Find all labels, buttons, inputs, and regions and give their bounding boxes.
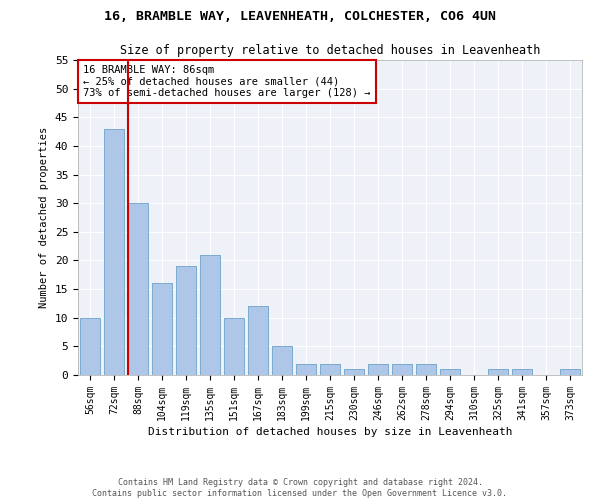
Bar [128, 203, 148, 375]
Bar [560, 370, 580, 375]
Text: 16, BRAMBLE WAY, LEAVENHEATH, COLCHESTER, CO6 4UN: 16, BRAMBLE WAY, LEAVENHEATH, COLCHESTER… [104, 10, 496, 23]
Bar [440, 370, 460, 375]
Bar [296, 364, 316, 375]
Bar [176, 266, 196, 375]
Bar [488, 370, 508, 375]
Bar [224, 318, 244, 375]
Bar [368, 364, 388, 375]
X-axis label: Distribution of detached houses by size in Leavenheath: Distribution of detached houses by size … [148, 427, 512, 437]
Bar [200, 254, 220, 375]
Text: 16 BRAMBLE WAY: 86sqm
← 25% of detached houses are smaller (44)
73% of semi-deta: 16 BRAMBLE WAY: 86sqm ← 25% of detached … [83, 64, 371, 98]
Bar [248, 306, 268, 375]
Y-axis label: Number of detached properties: Number of detached properties [39, 127, 49, 308]
Text: Contains HM Land Registry data © Crown copyright and database right 2024.
Contai: Contains HM Land Registry data © Crown c… [92, 478, 508, 498]
Bar [392, 364, 412, 375]
Bar [512, 370, 532, 375]
Bar [152, 284, 172, 375]
Bar [320, 364, 340, 375]
Bar [80, 318, 100, 375]
Bar [272, 346, 292, 375]
Bar [416, 364, 436, 375]
Bar [344, 370, 364, 375]
Bar [104, 128, 124, 375]
Title: Size of property relative to detached houses in Leavenheath: Size of property relative to detached ho… [120, 44, 540, 58]
